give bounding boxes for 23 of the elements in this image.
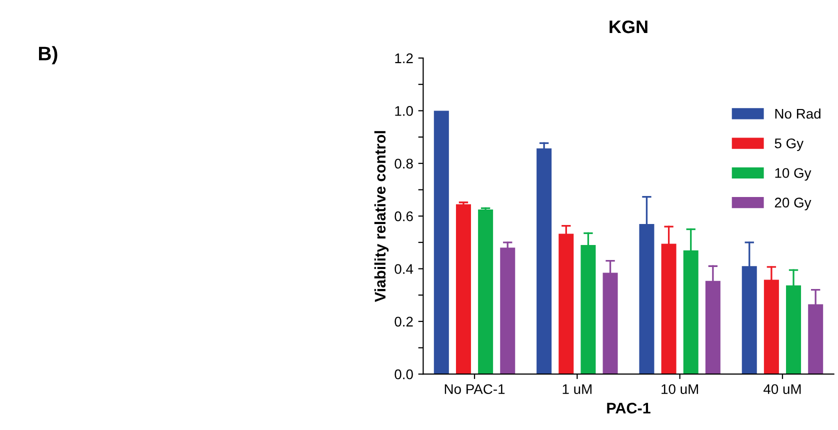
legend-label: 10 Gy <box>775 168 812 181</box>
y-tick-label: 0.6 <box>394 211 413 222</box>
y-tick-label: 0.4 <box>394 264 414 274</box>
x-tick-label: 10 uM <box>662 384 698 394</box>
x-tick-label: 40 uM <box>764 384 801 394</box>
y-tick-label: 1.0 <box>395 106 413 116</box>
bar <box>478 209 494 374</box>
bar <box>434 110 449 374</box>
bar <box>536 148 552 374</box>
y-tick-label: 0.0 <box>394 369 413 380</box>
chart-title: KGN <box>610 20 648 34</box>
y-tick-label: 0.8 <box>394 158 413 169</box>
x-axis-title: PAC-1 <box>607 402 650 414</box>
legend-label: No Rad <box>775 108 820 119</box>
text: B) <box>39 46 58 64</box>
y-tick-label: 0.2 <box>394 316 413 327</box>
legend-label: 5 Gy <box>774 138 804 152</box>
bar <box>456 204 471 374</box>
x-tick-label: No PAC-1 <box>444 384 505 394</box>
y-axis-title: Viability relative control <box>374 131 389 302</box>
x-tick-label: 1 uM <box>562 384 592 394</box>
y-tick-label: 1.2 <box>395 53 413 64</box>
legend-label: 20 Gy <box>774 198 812 210</box>
